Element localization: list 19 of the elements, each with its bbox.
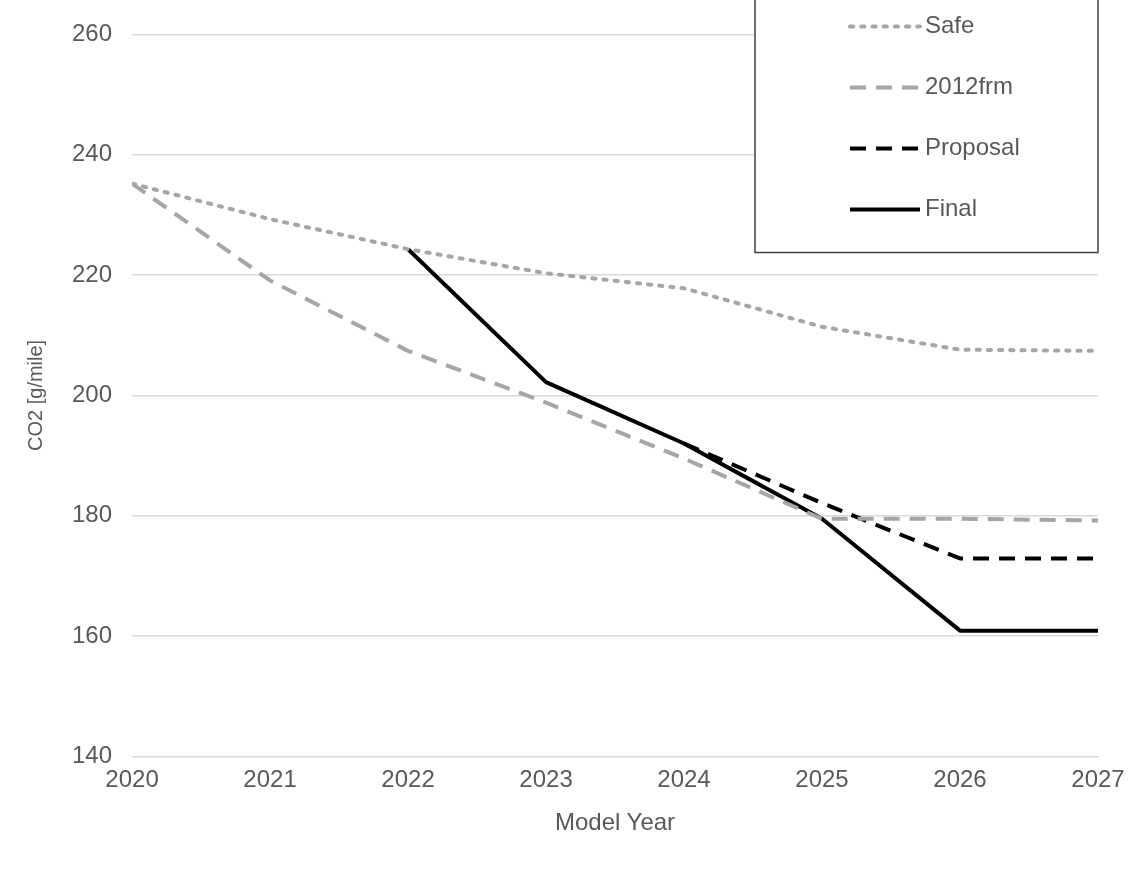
y-tick-label: 260 — [72, 19, 113, 47]
y-tick-label: 220 — [72, 259, 113, 287]
x-tick-label: 2026 — [933, 765, 987, 793]
x-axis-title: Model Year — [554, 808, 676, 836]
y-axis-title: CO2 [g/mile] — [23, 339, 46, 451]
legend-label: 2012frm — [925, 72, 1014, 100]
y-tick-label: 200 — [72, 380, 113, 408]
y-tick-label: 180 — [72, 500, 113, 528]
legend-label: Safe — [925, 11, 975, 39]
x-tick-label: 2025 — [795, 765, 849, 793]
x-tick-label: 2024 — [657, 765, 711, 793]
x-tick-label: 2027 — [1071, 765, 1125, 793]
y-tick-label: 160 — [72, 620, 113, 648]
legend-label: Proposal — [925, 133, 1020, 161]
legend-label: Final — [925, 194, 978, 222]
x-tick-label: 2022 — [381, 765, 435, 793]
x-tick-label: 2021 — [243, 765, 297, 793]
y-tick-label: 240 — [72, 139, 113, 167]
x-tick-label: 2023 — [519, 765, 573, 793]
